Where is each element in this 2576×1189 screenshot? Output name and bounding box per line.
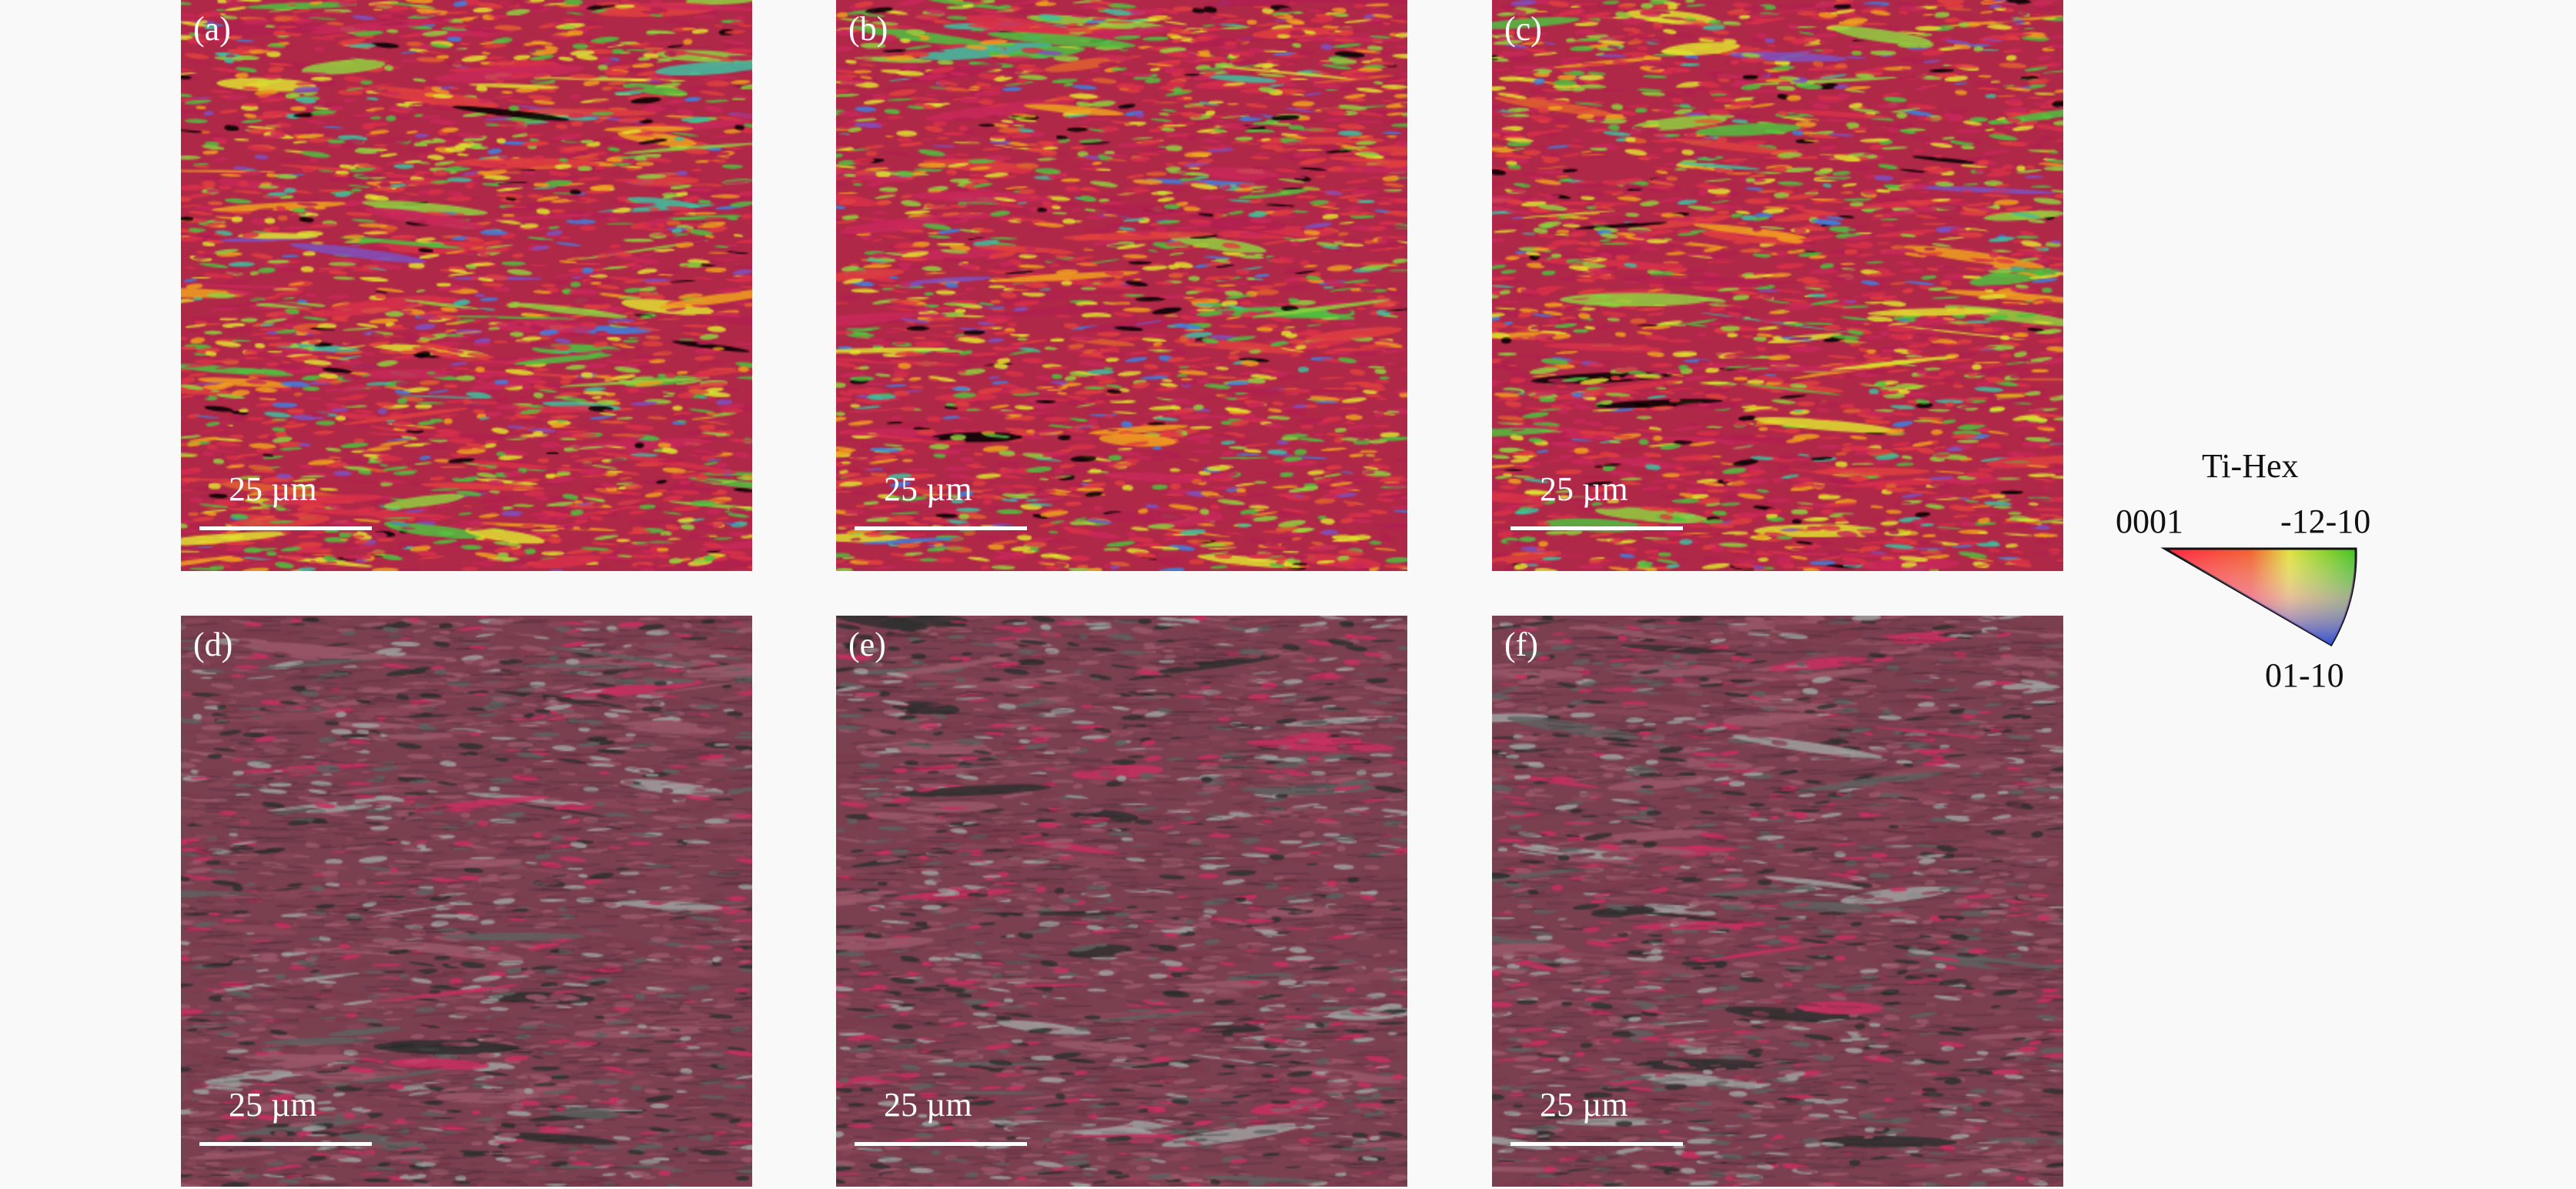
panel-label: (f) <box>1504 626 1538 663</box>
panel-label: (c) <box>1504 10 1542 48</box>
legend-corner-0110: 01-10 <box>2265 656 2344 694</box>
scale-bar-label: 25 µm <box>229 470 317 508</box>
panel-f: (f) 25 µm <box>1492 616 2063 1187</box>
panel-a: (a) 25 µm <box>181 0 752 571</box>
ipf-map-image <box>181 0 752 571</box>
panel-label: (a) <box>193 10 231 48</box>
scale-bar <box>855 1142 1027 1146</box>
phase-map-image <box>836 616 1407 1187</box>
panel-e: (e) 25 µm <box>836 616 1407 1187</box>
panel-b: (b) 25 µm <box>836 0 1407 571</box>
scale-bar <box>199 526 372 530</box>
ipf-map-image <box>1492 0 2063 571</box>
panel-label: (d) <box>193 626 233 663</box>
scale-bar-label: 25 µm <box>884 1086 972 1124</box>
scale-bar <box>1510 1142 1683 1146</box>
scale-bar <box>855 526 1027 530</box>
ipf-triangle-key <box>2160 547 2357 647</box>
panel-label: (b) <box>848 10 888 48</box>
legend-corner-1210: -12-10 <box>2280 503 2371 540</box>
scale-bar <box>1510 526 1683 530</box>
scale-bar-label: 25 µm <box>1540 470 1628 508</box>
scale-bar <box>199 1142 372 1146</box>
ipf-color-key-legend: Ti-Hex 0001 -12-10 01-10 <box>2079 446 2433 708</box>
scale-bar-label: 25 µm <box>1540 1086 1628 1124</box>
panel-d: (d) 25 µm <box>181 616 752 1187</box>
panel-label: (e) <box>848 626 886 663</box>
phase-map-image <box>181 616 752 1187</box>
ipf-map-image <box>836 0 1407 571</box>
legend-title: Ti-Hex <box>2202 447 2299 485</box>
legend-corner-0001: 0001 <box>2116 503 2183 540</box>
panel-c: (c) 25 µm <box>1492 0 2063 571</box>
scale-bar-label: 25 µm <box>229 1086 317 1124</box>
phase-map-image <box>1492 616 2063 1187</box>
scale-bar-label: 25 µm <box>884 470 972 508</box>
